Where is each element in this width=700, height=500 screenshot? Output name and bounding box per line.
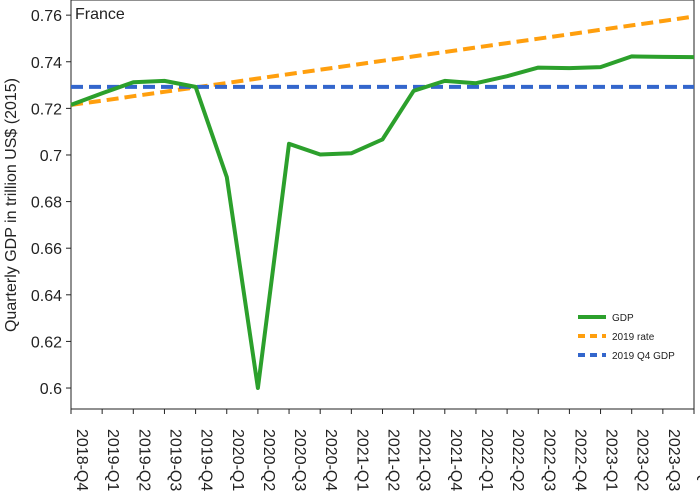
y-tick-label: 0.76 bbox=[31, 8, 62, 25]
x-tick-label: 2020-Q1 bbox=[229, 429, 246, 491]
x-tick-label: 2021-Q3 bbox=[416, 429, 433, 491]
y-tick-label: 0.7 bbox=[40, 148, 62, 165]
legend: GDP 2019 rate 2019 Q4 GDP bbox=[578, 313, 675, 362]
x-tick-label: 2022-Q3 bbox=[540, 429, 557, 491]
x-tick-label: 2021-Q2 bbox=[385, 429, 402, 491]
x-tick-label: 2020-Q4 bbox=[322, 429, 339, 491]
series-layer bbox=[70, 14, 695, 390]
legend-label: GDP bbox=[612, 313, 634, 324]
chart-title: France bbox=[75, 6, 125, 23]
x-tick-label: 2022-Q1 bbox=[478, 429, 495, 491]
y-tick-label: 0.62 bbox=[31, 334, 62, 351]
y-tick-label: 0.68 bbox=[31, 195, 62, 212]
x-tick-label: 2022-Q2 bbox=[509, 429, 526, 491]
x-tick-label: 2022-Q4 bbox=[571, 429, 588, 491]
legend-label: 2019 Q4 GDP bbox=[612, 351, 675, 362]
x-tick-label: 2023-Q3 bbox=[665, 429, 682, 491]
axis-layer: 0.6 0.62 0.64 0.66 0.68 0.7 0.72 0.74 0.76 2018-Q… bbox=[31, 8, 700, 491]
x-tick-label: 2021-Q4 bbox=[447, 429, 464, 491]
legend-label: 2019 rate bbox=[612, 332, 655, 343]
x-tick-label: 2020-Q3 bbox=[291, 429, 308, 491]
x-tick-label: 2019-Q2 bbox=[135, 429, 152, 491]
y-tick-label: 0.72 bbox=[31, 101, 62, 118]
y-tick-label: 0.6 bbox=[40, 381, 62, 398]
x-tick-label: 2018-Q4 bbox=[73, 429, 90, 491]
x-tick-label: 2023-Q4 bbox=[696, 429, 700, 491]
y-tick-label: 0.74 bbox=[31, 55, 62, 72]
x-tick-label: 2023-Q1 bbox=[603, 429, 620, 491]
2019-rate-series-line bbox=[70, 14, 695, 107]
x-tick-label: 2019-Q4 bbox=[198, 429, 215, 491]
x-tick-label: 2021-Q1 bbox=[353, 429, 370, 491]
y-tick-label: 0.66 bbox=[31, 241, 62, 258]
x-tick-label: 2020-Q2 bbox=[260, 429, 277, 491]
x-tick-label: 2019-Q1 bbox=[104, 429, 121, 491]
x-tick-label: 2019-Q3 bbox=[166, 429, 183, 491]
y-tick-label: 0.64 bbox=[31, 288, 62, 305]
y-axis-title: Quarterly GDP in trillion US$ (2015) bbox=[3, 78, 20, 332]
gdp-series-line bbox=[70, 54, 695, 390]
x-tick-label: 2023-Q2 bbox=[634, 429, 651, 491]
